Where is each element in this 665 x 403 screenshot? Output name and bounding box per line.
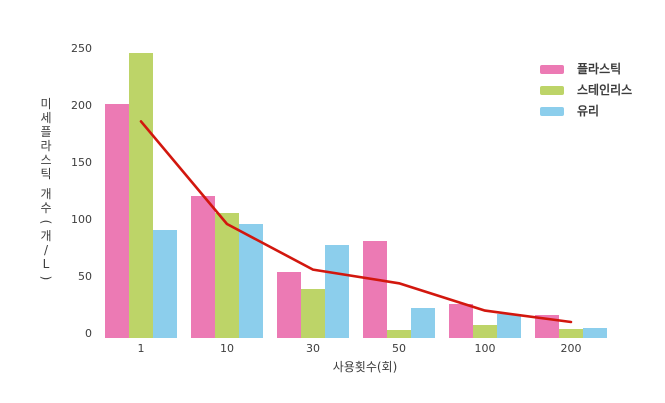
y-axis-title-char: ( <box>39 219 53 225</box>
y-axis-title-char: L <box>42 257 50 271</box>
legend-item-유리: 유리 <box>540 105 632 117</box>
legend-swatch <box>540 64 564 74</box>
y-axis-title-char: 스 <box>40 153 52 167</box>
bar-플라스틱-100 <box>449 303 473 338</box>
x-tick-label: 100 <box>474 342 496 355</box>
bar-플라스틱-30 <box>277 271 301 338</box>
x-tick-label: 50 <box>392 342 406 355</box>
y-axis-title: 미 세 플 라 스 틱 개 수(개 / L) <box>34 97 58 285</box>
bar-유리-50 <box>411 308 435 338</box>
legend-label: 유리 <box>577 104 600 118</box>
legend-item-플라스틱: 플라스틱 <box>540 63 632 75</box>
y-tick-label: 250 <box>71 42 92 55</box>
bar-플라스틱-1 <box>105 104 129 338</box>
bar-스테인리스-200 <box>559 328 583 338</box>
legend-swatch <box>540 106 564 116</box>
y-axis-title-char: / <box>43 243 49 257</box>
y-axis-title-char: 미 <box>40 97 52 111</box>
y-axis-title-char: 라 <box>40 139 52 153</box>
y-axis-title-char: 세 <box>40 111 52 125</box>
y-tick-label: 50 <box>78 270 92 283</box>
y-tick-label: 0 <box>85 327 92 340</box>
legend-label: 스테인리스 <box>577 83 633 97</box>
y-tick-label: 200 <box>71 99 92 112</box>
y-tick-label: 150 <box>71 156 92 169</box>
bar-플라스틱-200 <box>535 315 559 338</box>
legend-label: 플라스틱 <box>577 62 622 76</box>
bar-플라스틱-50 <box>363 241 387 338</box>
legend-item-스테인리스: 스테인리스 <box>540 84 632 96</box>
bar-유리-10 <box>239 224 263 338</box>
bar-유리-30 <box>325 244 349 338</box>
bar-유리-1 <box>153 229 177 338</box>
x-tick-label: 30 <box>306 342 320 355</box>
y-axis-title-char: 개 <box>40 229 52 243</box>
x-tick-label: 1 <box>137 342 145 355</box>
y-axis-title-char: 수 <box>40 201 52 215</box>
y-axis-title-char: 플 <box>40 125 52 139</box>
bar-스테인리스-50 <box>387 330 411 338</box>
legend-swatch <box>540 85 564 95</box>
x-axis-title: 사용횟수(회) <box>332 360 398 374</box>
y-axis-title-char: 틱 <box>40 167 52 181</box>
y-axis-title-char: 개 <box>40 187 52 201</box>
bar-스테인리스-10 <box>215 212 239 338</box>
bar-플라스틱-10 <box>191 195 215 338</box>
bar-스테인리스-1 <box>129 53 153 338</box>
x-tick-label: 10 <box>220 342 234 355</box>
y-axis-title-char: ) <box>39 275 53 281</box>
bar-유리-100 <box>497 314 521 338</box>
x-tick-label: 200 <box>560 342 582 355</box>
bar-스테인리스-30 <box>301 288 325 338</box>
bar-스테인리스-100 <box>473 325 497 338</box>
bar-유리-200 <box>583 327 607 338</box>
y-tick-label: 100 <box>71 213 92 226</box>
